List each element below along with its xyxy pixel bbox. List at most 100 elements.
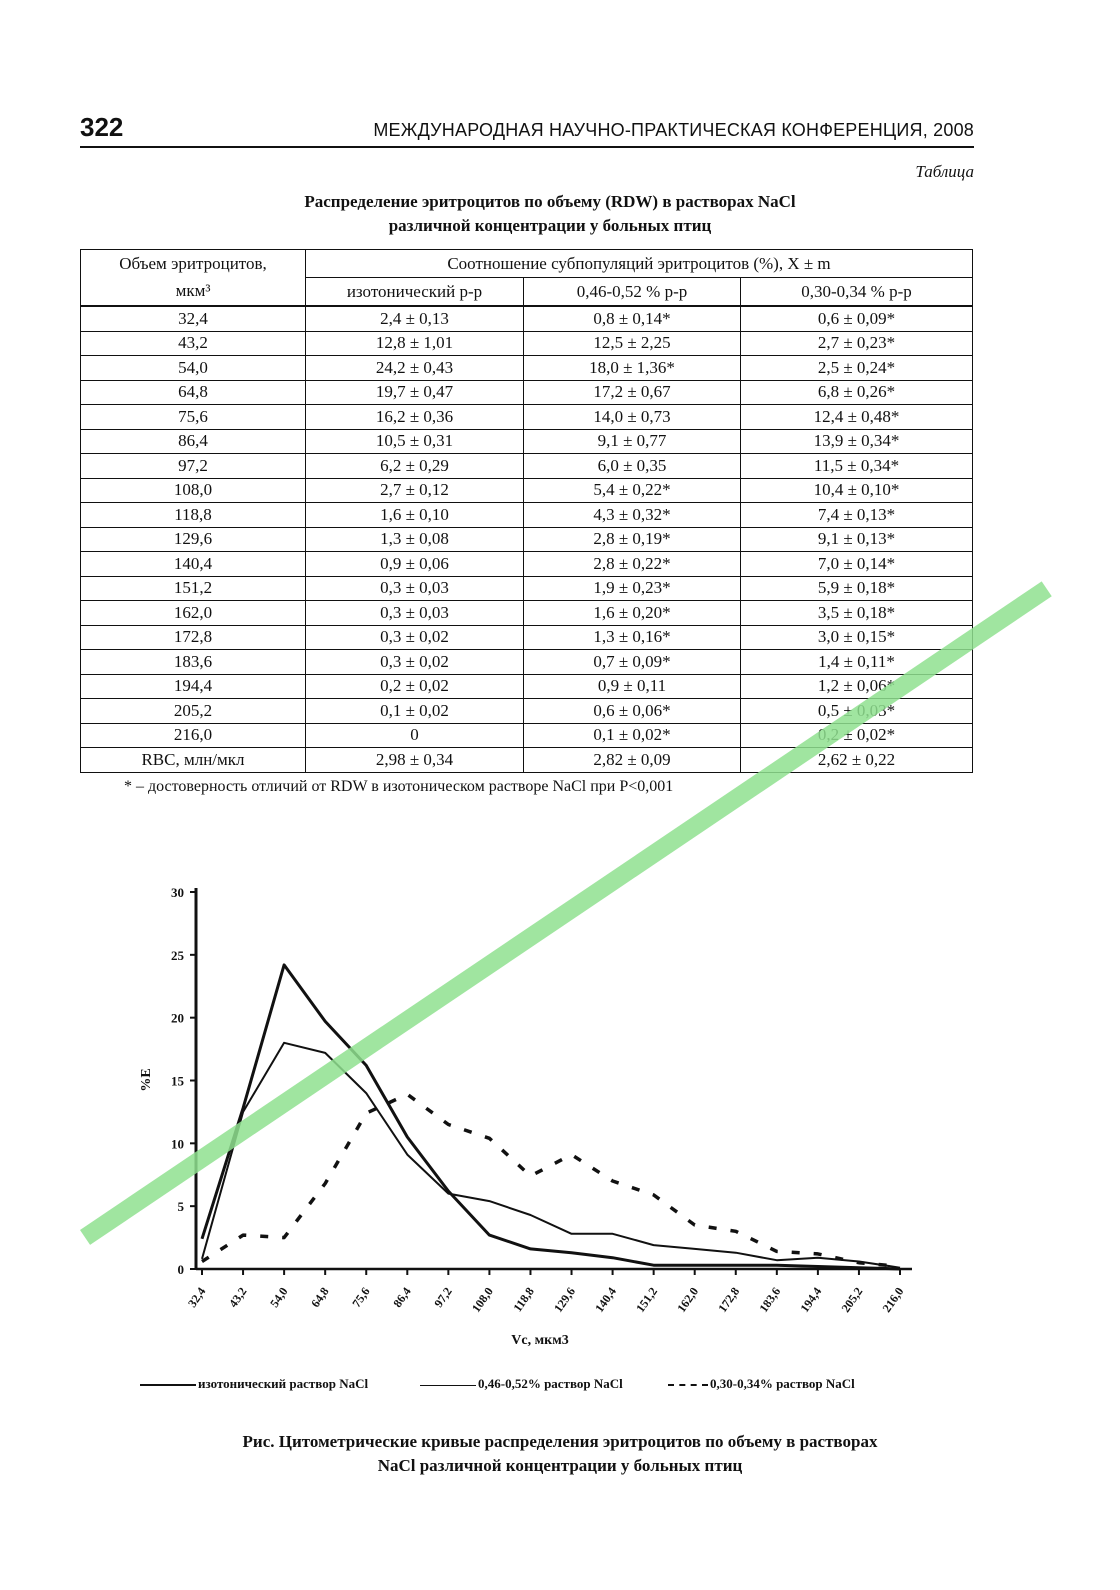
cell-value: 0,6 ± 0,09* (739, 305, 974, 332)
x-tick-label: 118,8 (510, 1285, 537, 1315)
x-tick-label: 183,6 (756, 1285, 783, 1315)
x-tick-label: 43,2 (226, 1285, 250, 1310)
table-row: 140,4 0,9 ± 0,06 2,8 ± 0,22* 7,0 ± 0,14* (80, 551, 974, 577)
cell-value: 11,5 ± 0,34* (739, 453, 974, 479)
table-row: 86,4 10,5 ± 0,31 9,1 ± 0,77 13,9 ± 0,34* (80, 428, 974, 454)
legend-label: 0,46-0,52% раствор NaCl (478, 1376, 623, 1391)
cell-value: 2,7 ± 0,12 (305, 477, 524, 503)
header-030-034: 0,30-0,34 % р-р (739, 277, 974, 307)
legend-swatch-dashed (668, 1384, 708, 1387)
table-title: Распределение эритроцитов по объему (RDW… (180, 190, 920, 238)
table-title-line: Распределение эритроцитов по объему (RDW… (304, 192, 796, 211)
x-tick-label: 140,4 (592, 1285, 619, 1315)
x-axis-label: Vc, мкм3 (511, 1333, 568, 1348)
legend-swatch-solid-thick (140, 1384, 196, 1387)
x-tick-label: 32,4 (185, 1285, 209, 1310)
table-row: 97,2 6,2 ± 0,29 6,0 ± 0,35 11,5 ± 0,34* (80, 453, 974, 479)
x-tick-label: 162,0 (674, 1285, 701, 1315)
cell-value: 2,8 ± 0,19* (523, 526, 741, 552)
table-row: 64,8 19,7 ± 0,47 17,2 ± 0,67 6,8 ± 0,26* (80, 379, 974, 405)
y-tick-label: 20 (171, 1011, 184, 1026)
cell-value: 16,2 ± 0,36 (305, 404, 524, 430)
cell-value: 9,1 ± 0,13* (739, 526, 974, 552)
cell-value: 4,3 ± 0,32* (523, 502, 741, 528)
cell-value: 0,9 ± 0,11 (523, 673, 741, 699)
table-label: Таблица (915, 162, 974, 181)
y-tick-label: 15 (171, 1074, 185, 1089)
x-tick-label: 75,6 (349, 1285, 373, 1310)
cell-volume: 216,0 (80, 722, 306, 748)
table-row: 172,8 0,3 ± 0,02 1,3 ± 0,16* 3,0 ± 0,15* (80, 624, 974, 650)
x-tick-label: 194,4 (797, 1285, 824, 1315)
cell-value: 6,0 ± 0,35 (523, 453, 741, 479)
series-line-1 (201, 1041, 901, 1269)
cell-value: 10,5 ± 0,31 (305, 428, 524, 454)
table-row: 162,0 0,3 ± 0,03 1,6 ± 0,20* 3,5 ± 0,18* (80, 600, 974, 626)
y-tick-label: 0 (178, 1262, 185, 1277)
cell-value: 1,2 ± 0,06* (739, 673, 974, 699)
series-line-2 (201, 1092, 901, 1269)
page-number: 322 (80, 112, 124, 142)
x-tick-label: 129,6 (551, 1285, 578, 1315)
cell-value: 12,4 ± 0,48* (739, 404, 974, 430)
cell-value: 12,8 ± 1,01 (305, 330, 524, 356)
header-rule (80, 146, 974, 148)
x-tick-label: 205,2 (838, 1285, 865, 1315)
table-row: 54,0 24,2 ± 0,43 18,0 ± 1,36* 2,5 ± 0,24* (80, 355, 974, 381)
y-tick-label: 25 (171, 948, 185, 963)
x-tick-label: 64,8 (308, 1285, 332, 1310)
cell-value: 6,8 ± 0,26* (739, 379, 974, 405)
running-head: МЕЖДУНАРОДНАЯ НАУЧНО-ПРАКТИЧЕСКАЯ КОНФЕР… (373, 120, 974, 140)
series-line-0 (200, 963, 901, 1271)
cell-value: 12,5 ± 2,25 (523, 330, 741, 356)
table-title-line: различной концентрации у больных птиц (388, 216, 712, 235)
table-row: 216,0 0 0,1 ± 0,02* 0,2 ± 0,02* (80, 722, 974, 748)
table-row: 205,20,1 ± 0,020,6 ± 0,06*0,5 ± 0,03* (80, 698, 974, 724)
header-046-052: 0,46-0,52 % р-р (523, 277, 741, 307)
cell-volume: 151,2 (80, 575, 306, 601)
cell-value: 2,82 ± 0,09 (523, 747, 741, 773)
cell-volume: 54,0 (80, 355, 306, 381)
cell-value: 2,8 ± 0,22* (523, 551, 741, 577)
cell-volume: 118,8 (80, 502, 306, 528)
x-tick-label: 151,2 (633, 1285, 660, 1315)
table-row: 129,6 1,3 ± 0,08 2,8 ± 0,19* 9,1 ± 0,13* (80, 526, 974, 552)
legend-label: изотонический раствор NaCl (198, 1376, 369, 1391)
cell-volume: RBC, млн/мкл (80, 747, 306, 773)
cell-value: 2,98 ± 0,34 (305, 747, 524, 773)
cell-value: 0,3 ± 0,03 (305, 600, 524, 626)
x-tick-label: 108,0 (469, 1285, 496, 1315)
cell-value: 0,7 ± 0,09* (523, 649, 741, 675)
figure-caption-line: Рис. Цитометрические кривые распределени… (242, 1432, 878, 1451)
legend-label: 0,30-0,34% раствор NaCl (710, 1376, 855, 1391)
cell-volume: 194,4 (80, 673, 306, 699)
cell-value: 1,3 ± 0,08 (305, 526, 524, 552)
cell-volume: 140,4 (80, 551, 306, 577)
y-axis-label: %E (139, 1068, 154, 1091)
table-row: 32,4 2,4 ± 0,13 0,8 ± 0,14* 0,6 ± 0,09* (80, 305, 974, 332)
cell-volume: 86,4 (80, 428, 306, 454)
x-tick-label: 172,8 (715, 1285, 742, 1315)
cell-volume: 64,8 (80, 379, 306, 405)
y-tick-label: 10 (171, 1136, 184, 1151)
cell-value: 10,4 ± 0,10* (739, 477, 974, 503)
cell-value: 2,4 ± 0,13 (305, 305, 524, 332)
cell-value: 0,3 ± 0,02 (305, 624, 524, 650)
cell-value: 0,1 ± 0,02 (305, 698, 524, 724)
legend-item-046-052: 0,46-0,52% раствор NaCl (420, 1376, 623, 1392)
legend-swatch-solid (420, 1384, 476, 1386)
cell-value: 19,7 ± 0,47 (305, 379, 524, 405)
table-row: 108,0 2,7 ± 0,12 5,4 ± 0,22* 10,4 ± 0,10* (80, 477, 974, 503)
cell-volume: 205,2 (80, 698, 306, 724)
header-volume-unit: мкм³ (80, 277, 306, 307)
cell-value: 17,2 ± 0,67 (523, 379, 741, 405)
cell-volume: 162,0 (80, 600, 306, 626)
cell-value: 1,3 ± 0,16* (523, 624, 741, 650)
cell-value: 0,3 ± 0,02 (305, 649, 524, 675)
x-tick-label: 54,0 (267, 1285, 291, 1310)
cell-value: 0 (305, 722, 524, 748)
x-tick-label: 97,2 (431, 1285, 455, 1310)
legend-item-030-034: 0,30-0,34% раствор NaCl (668, 1376, 855, 1392)
